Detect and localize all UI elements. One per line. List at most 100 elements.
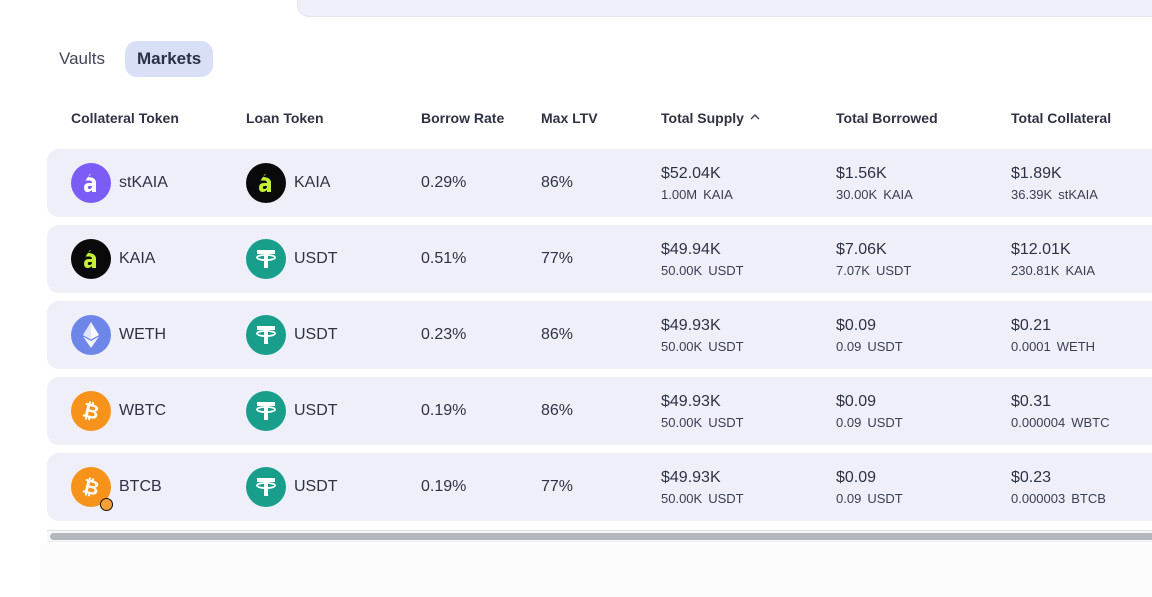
total-collateral-cell: $12.01K 230.81K KAIA [1011, 225, 1095, 293]
loan-token-cell: USDT [246, 225, 338, 293]
usdt-icon [246, 239, 286, 279]
max-ltv: 86% [541, 402, 574, 419]
total-supply-cell: $49.94K 50.00K USDT [661, 225, 744, 293]
column-header-total-borrowed[interactable]: Total Borrowed [836, 110, 938, 126]
tab-bar: Vaults Markets [47, 41, 214, 77]
total-borrowed-usd: $1.56K [836, 164, 887, 182]
total-collateral-cell: $0.31 0.000004 WBTC [1011, 377, 1110, 445]
total-borrowed-unit: KAIA [883, 186, 913, 202]
total-collateral-amount: 36.39K [1011, 186, 1053, 202]
loan-token-cell: USDT [246, 377, 338, 445]
total-supply-amount: 50.00K [661, 490, 703, 506]
column-header-label: Max LTV [541, 110, 598, 126]
total-supply-usd: $49.93K [661, 316, 721, 334]
borrow-rate: 0.19% [421, 402, 467, 419]
kaia-icon [71, 239, 111, 279]
horizontal-scrollbar[interactable] [47, 530, 1152, 542]
total-collateral-cell: $1.89K 36.39K stKAIA [1011, 149, 1098, 217]
tab-vaults[interactable]: Vaults [59, 49, 105, 68]
total-borrowed-unit: USDT [867, 414, 903, 430]
column-header-label: Collateral Token [71, 110, 179, 126]
loan-symbol: KAIA [294, 174, 331, 191]
loan-token-cell: KAIA [246, 149, 330, 217]
total-supply-cell: $49.93K 50.00K USDT [661, 453, 744, 521]
max-ltv: 86% [541, 174, 574, 191]
column-header-total-supply[interactable]: Total Supply [661, 110, 760, 126]
column-header-collateral-token[interactable]: Collateral Token [71, 110, 179, 126]
total-collateral-unit: stKAIA [1058, 186, 1098, 202]
column-header-label: Total Collateral [1011, 110, 1112, 126]
total-supply-amount: 1.00M [661, 186, 698, 202]
column-header-total-collateral[interactable]: Total Collateral [1011, 110, 1111, 126]
table-row[interactable]: ₿ BTCB USDT 0.19% 77% $49.93K 50.00K USDT $0.09 0… [47, 453, 1152, 521]
table-row[interactable]: stKAIA KAIA 0.29% 86% $52.04K 1.00M KAIA $1.56K… [47, 149, 1152, 217]
borrow-rate: 0.51% [421, 250, 467, 267]
total-collateral-usd: $0.21 [1011, 316, 1052, 334]
total-supply-amount: 50.00K [661, 414, 703, 430]
tab-markets[interactable]: Markets [125, 41, 214, 77]
collateral-token-cell: ₿ BTCB [71, 453, 162, 521]
column-header-max-ltv[interactable]: Max LTV [541, 110, 598, 126]
total-borrowed-amount: 7.07K [836, 262, 870, 278]
total-supply-unit: USDT [708, 414, 744, 430]
total-collateral-cell: $0.23 0.000003 BTCB [1011, 453, 1106, 521]
borrow-rate: 0.19% [421, 478, 467, 495]
column-header-label: Total Borrowed [836, 110, 938, 126]
total-borrowed-amount: 0.09 [836, 414, 862, 430]
scrollbar-thumb[interactable] [50, 533, 1152, 540]
total-borrowed-cell: $0.09 0.09 USDT [836, 453, 903, 521]
table-header: Collateral Token Loan Token Borrow Rate … [47, 110, 1152, 130]
total-borrowed-cell: $1.56K 30.00K KAIA [836, 149, 913, 217]
total-supply-usd: $49.93K [661, 468, 721, 486]
total-borrowed-unit: USDT [867, 338, 903, 354]
loan-symbol: USDT [294, 402, 338, 419]
top-search-bar[interactable] [297, 0, 1152, 17]
total-supply-cell: $49.93K 50.00K USDT [661, 301, 744, 369]
usdt-icon [246, 467, 286, 507]
max-ltv: 77% [541, 250, 574, 267]
total-borrowed-usd: $0.09 [836, 316, 877, 334]
loan-symbol: USDT [294, 250, 338, 267]
chain-badge-icon [100, 498, 113, 511]
total-collateral-usd: $12.01K [1011, 240, 1071, 258]
total-supply-cell: $49.93K 50.00K USDT [661, 377, 744, 445]
total-borrowed-amount: 30.00K [836, 186, 878, 202]
total-supply-usd: $52.04K [661, 164, 721, 182]
borrow-rate: 0.23% [421, 326, 467, 343]
loan-token-cell: USDT [246, 301, 338, 369]
max-ltv: 77% [541, 478, 574, 495]
svg-text:₿: ₿ [80, 474, 102, 500]
total-collateral-unit: WBTC [1071, 414, 1110, 430]
total-collateral-unit: WETH [1056, 338, 1096, 354]
column-header-label: Loan Token [246, 110, 324, 126]
table-row[interactable]: ₿ WBTC USDT 0.19% 86% $49.93K 50.00K USDT $0.09 0… [47, 377, 1152, 445]
table-row[interactable]: WETH USDT 0.23% 86% $49.93K 50.00K USDT $0.09 0.… [47, 301, 1152, 369]
total-collateral-unit: BTCB [1071, 490, 1106, 506]
collateral-token-cell: ₿ WBTC [71, 377, 166, 445]
footer-area [40, 544, 1152, 597]
collateral-token-cell: WETH [71, 301, 166, 369]
column-header-borrow-rate[interactable]: Borrow Rate [421, 110, 504, 126]
bitcoin-icon: ₿ [71, 391, 111, 431]
total-collateral-cell: $0.21 0.0001 WETH [1011, 301, 1095, 369]
total-borrowed-cell: $7.06K 7.07K USDT [836, 225, 911, 293]
total-borrowed-cell: $0.09 0.09 USDT [836, 377, 903, 445]
total-borrowed-amount: 0.09 [836, 338, 862, 354]
collateral-symbol: stKAIA [119, 174, 168, 191]
stkaia-icon [71, 163, 111, 203]
collateral-token-cell: KAIA [71, 225, 155, 293]
total-supply-usd: $49.94K [661, 240, 721, 258]
total-supply-unit: KAIA [703, 186, 733, 202]
total-collateral-unit: KAIA [1065, 262, 1096, 278]
column-header-loan-token[interactable]: Loan Token [246, 110, 324, 126]
loan-token-cell: USDT [246, 453, 338, 521]
total-collateral-amount: 230.81K [1011, 262, 1060, 278]
total-borrowed-unit: USDT [875, 262, 912, 278]
chevron-up-icon [750, 111, 760, 123]
total-borrowed-usd: $7.06K [836, 240, 887, 258]
table-row[interactable]: KAIA USDT 0.51% 77% $49.94K 50.00K USDT $7.06K 7… [47, 225, 1152, 293]
collateral-symbol: KAIA [119, 250, 156, 267]
total-supply-unit: USDT [708, 262, 744, 278]
collateral-token-cell: stKAIA [71, 149, 168, 217]
total-supply-amount: 50.00K [661, 338, 703, 354]
